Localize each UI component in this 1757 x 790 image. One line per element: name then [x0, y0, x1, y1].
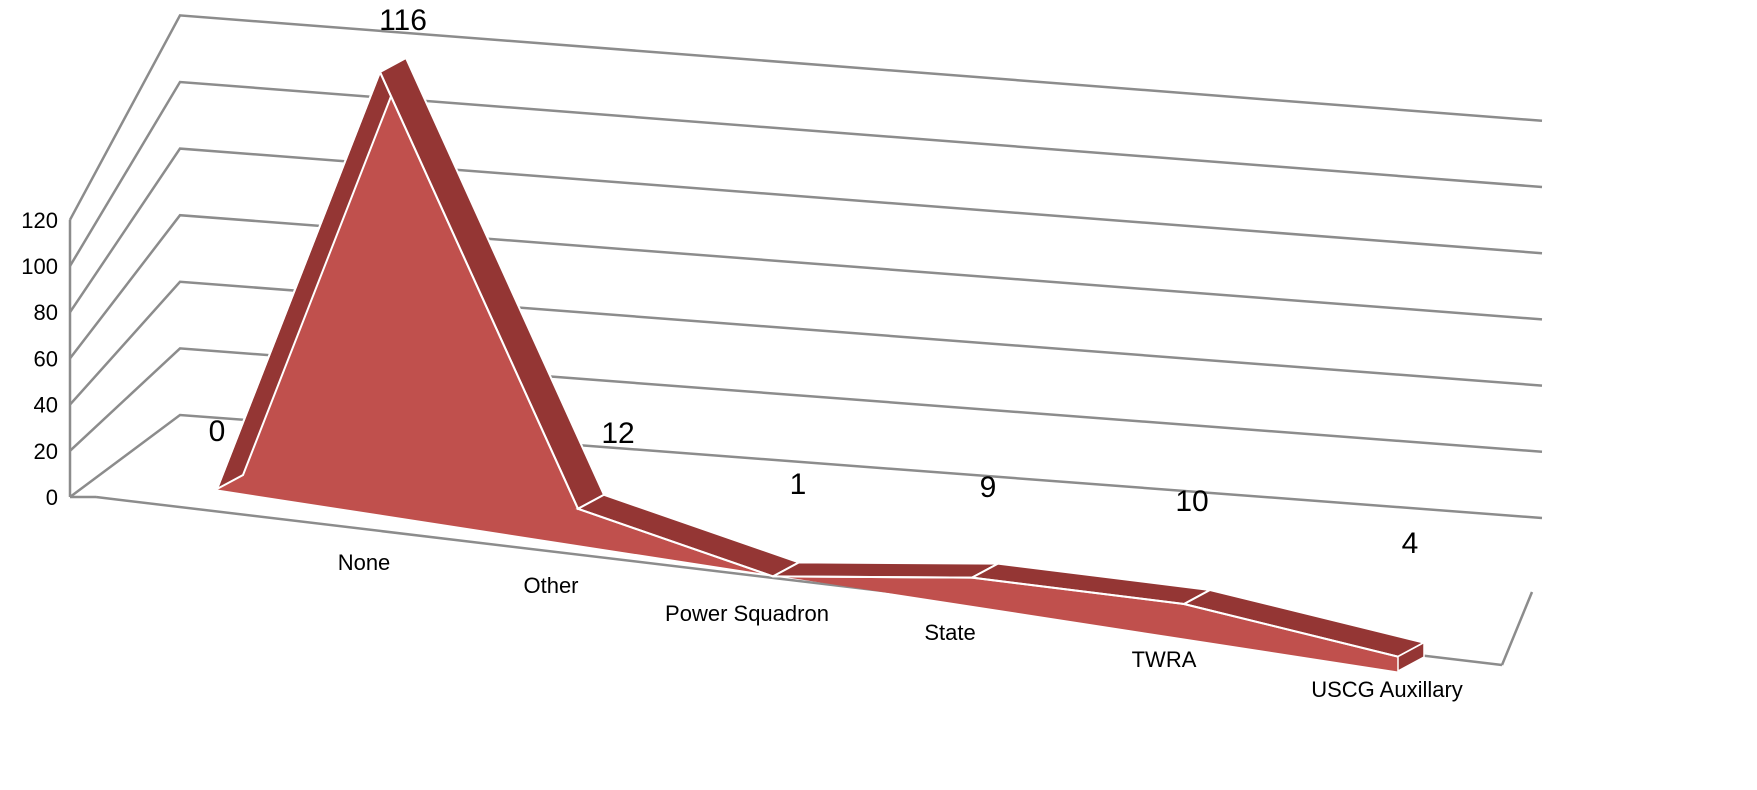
x-category-label: USCG Auxillary — [1311, 677, 1463, 702]
gridline — [68, 14, 1543, 221]
data-label: 116 — [379, 4, 427, 37]
x-category-label: Power Squadron — [665, 601, 829, 626]
gridline — [69, 280, 1543, 406]
data-label: 4 — [1402, 527, 1419, 560]
y-tick-label: 120 — [21, 208, 58, 233]
gridline — [68, 147, 1543, 313]
data-label: 0 — [209, 415, 226, 448]
floor-right-edge — [1500, 591, 1534, 666]
y-tick-label: 0 — [46, 485, 58, 510]
gridline — [69, 347, 1543, 454]
y-tick-label: 20 — [34, 439, 58, 464]
y-axis-ticks: 0 20 40 60 80 100 120 — [21, 208, 58, 510]
x-category-label: Other — [523, 573, 578, 598]
y-tick-label: 40 — [34, 393, 58, 418]
data-label: 9 — [980, 471, 997, 504]
gridline — [69, 413, 1543, 520]
category-labels: None Other Power Squadron State TWRA USCG Aux… — [338, 550, 1463, 702]
x-category-label: State — [924, 620, 975, 645]
data-label: 10 — [1175, 485, 1208, 518]
x-category-label: None — [338, 550, 391, 575]
y-tick-label: 80 — [34, 300, 58, 325]
x-category-label: TWRA — [1132, 647, 1197, 672]
gridline — [68, 80, 1543, 267]
series-ridge — [216, 69, 1399, 658]
gridlines — [68, 14, 1543, 520]
data-labels: 0 116 12 1 9 10 4 — [209, 4, 1419, 560]
data-label: 12 — [601, 417, 634, 450]
y-tick-label: 100 — [21, 254, 58, 279]
gridline — [69, 213, 1543, 360]
y-tick-label: 60 — [34, 346, 58, 371]
area-series — [215, 55, 1427, 673]
data-label: 1 — [790, 468, 807, 501]
series-end-cap — [1397, 641, 1425, 673]
series-top-segment — [772, 561, 999, 579]
